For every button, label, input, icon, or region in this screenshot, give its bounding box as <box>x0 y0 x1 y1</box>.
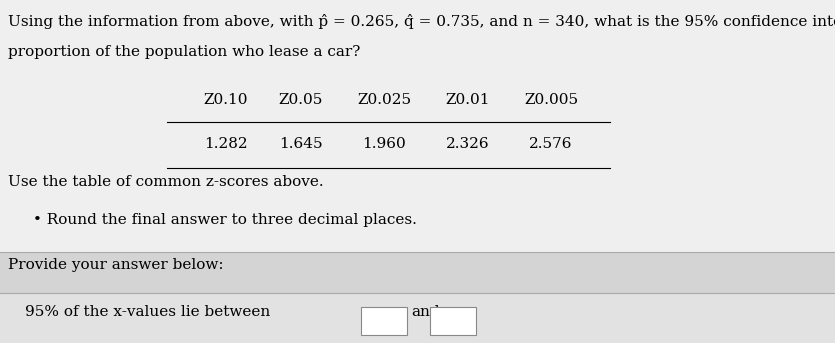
Text: 1.960: 1.960 <box>362 137 406 151</box>
Text: Z0.005: Z0.005 <box>524 93 578 107</box>
Text: 1.282: 1.282 <box>204 137 247 151</box>
Text: Using the information from above, with p̂ = 0.265, q̂ = 0.735, and n = 340, what: Using the information from above, with p… <box>8 14 835 29</box>
Text: Use the table of common z-scores above.: Use the table of common z-scores above. <box>8 175 324 189</box>
Text: Provide your answer below:: Provide your answer below: <box>8 258 224 272</box>
FancyBboxPatch shape <box>361 307 407 335</box>
Text: Z0.10: Z0.10 <box>203 93 248 107</box>
Text: 1.645: 1.645 <box>279 137 322 151</box>
Text: Z0.025: Z0.025 <box>357 93 411 107</box>
Text: proportion of the population who lease a car?: proportion of the population who lease a… <box>8 45 361 59</box>
Text: 2.326: 2.326 <box>446 137 489 151</box>
Text: and: and <box>411 305 439 319</box>
Text: Z0.01: Z0.01 <box>445 93 490 107</box>
Text: 2.576: 2.576 <box>529 137 573 151</box>
Text: • Round the final answer to three decimal places.: • Round the final answer to three decima… <box>33 213 418 227</box>
Text: 95% of the x-values lie between: 95% of the x-values lie between <box>25 305 271 319</box>
FancyBboxPatch shape <box>0 293 835 343</box>
FancyBboxPatch shape <box>430 307 476 335</box>
Text: Z0.05: Z0.05 <box>278 93 323 107</box>
FancyBboxPatch shape <box>0 252 835 293</box>
